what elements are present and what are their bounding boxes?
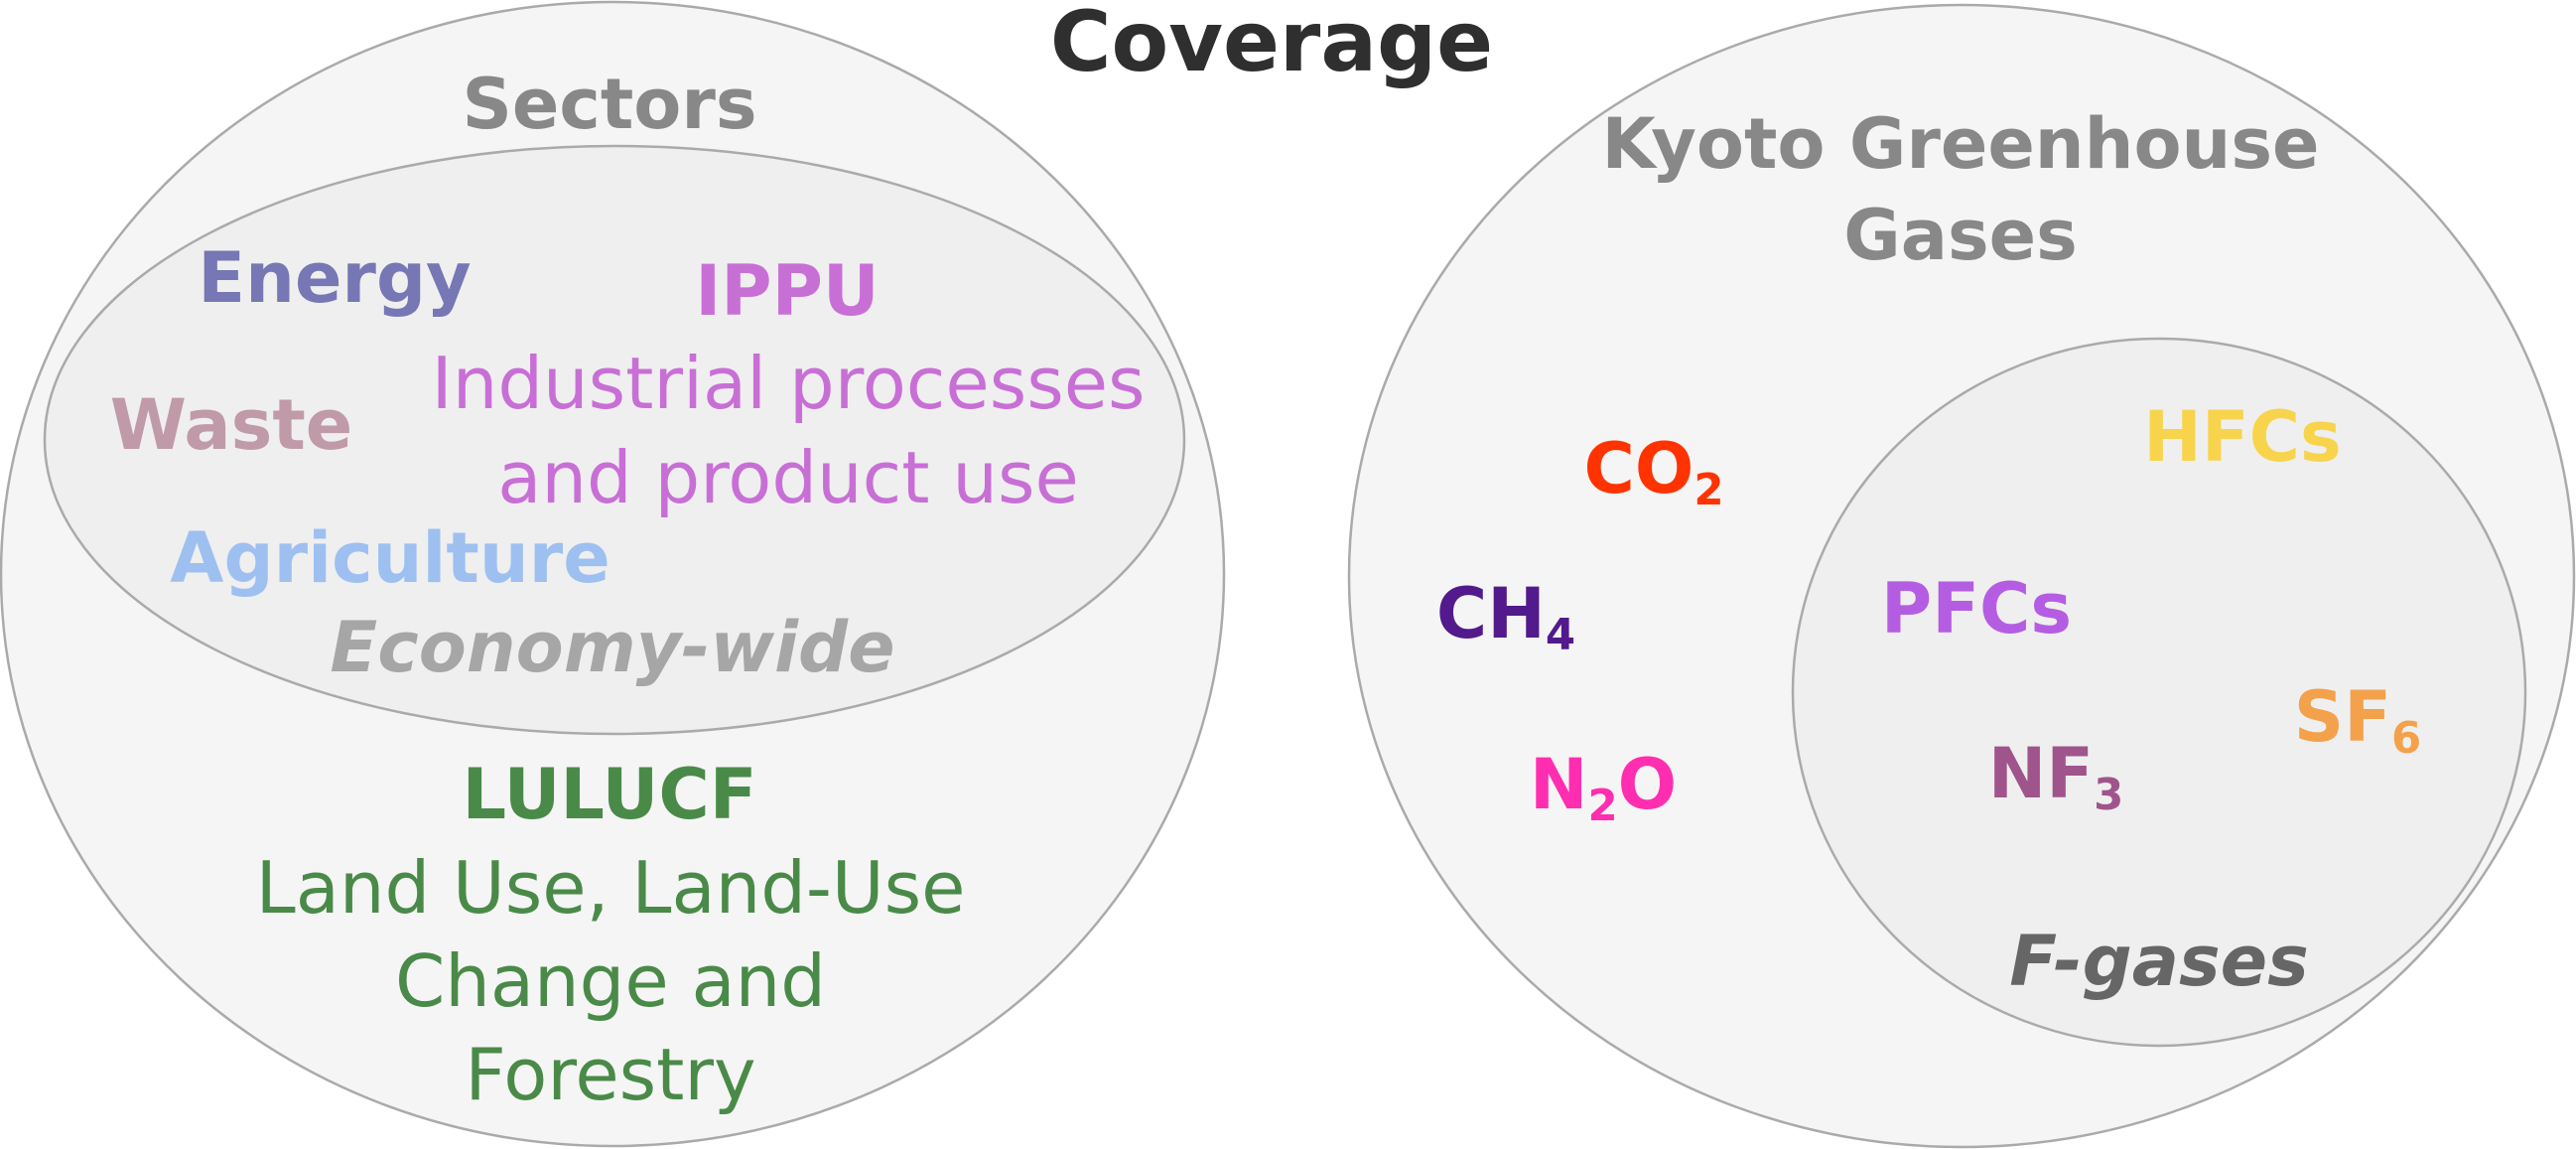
- nf3-label: NF3: [1988, 739, 2124, 817]
- energy-label: Energy: [198, 237, 472, 319]
- sf6-base: SF: [2293, 676, 2392, 758]
- sectors-economy-wide-ellipse: [43, 144, 1186, 736]
- pfcs-label: PFCs: [1880, 568, 2073, 649]
- ippu-label: IPPU: [695, 250, 880, 332]
- lulucf-description-line-3: Forestry: [465, 1033, 756, 1116]
- waste-label: Waste: [109, 384, 353, 466]
- n2o-tail: O: [1617, 744, 1678, 825]
- gases-heading-line-1: Kyoto Greenhouse: [1601, 103, 2320, 185]
- lulucf-label: LULUCF: [462, 754, 757, 835]
- n2o-subscript: 2: [1587, 782, 1618, 832]
- diagram-title: Coverage: [1049, 0, 1494, 90]
- n2o-base: N: [1529, 744, 1588, 825]
- ippu-description-line-2: and product use: [497, 436, 1079, 519]
- lulucf-description-line-1: Land Use, Land-Use: [255, 846, 966, 930]
- co2-base: CO: [1583, 428, 1695, 509]
- agriculture-label: Agriculture: [170, 517, 610, 599]
- f-gases-ellipse: [1791, 337, 2527, 1048]
- gases-heading-line-2: Gases: [1843, 195, 2078, 276]
- sectors-heading: Sectors: [462, 64, 757, 145]
- sf6-label: SF6: [2294, 682, 2421, 761]
- nf3-base: NF: [1987, 733, 2095, 814]
- co2-subscript: 2: [1694, 466, 1724, 516]
- hfcs-label: HFCs: [2143, 396, 2342, 478]
- nf3-subscript: 3: [2094, 771, 2124, 821]
- economy-wide-label: Economy-wide: [330, 607, 895, 688]
- n2o-label: N2O: [1530, 750, 1677, 828]
- f-gases-label: F-gases: [2009, 921, 2309, 1002]
- ippu-description-line-1: Industrial processes: [431, 342, 1146, 425]
- ch4-label: CH4: [1436, 579, 1575, 657]
- sf6-subscript: 6: [2391, 714, 2422, 765]
- lulucf-description-line-2: Change and: [394, 939, 827, 1023]
- ch4-subscript: 4: [1545, 611, 1576, 661]
- co2-label: CO2: [1583, 434, 1723, 512]
- ch4-base: CH: [1435, 573, 1546, 654]
